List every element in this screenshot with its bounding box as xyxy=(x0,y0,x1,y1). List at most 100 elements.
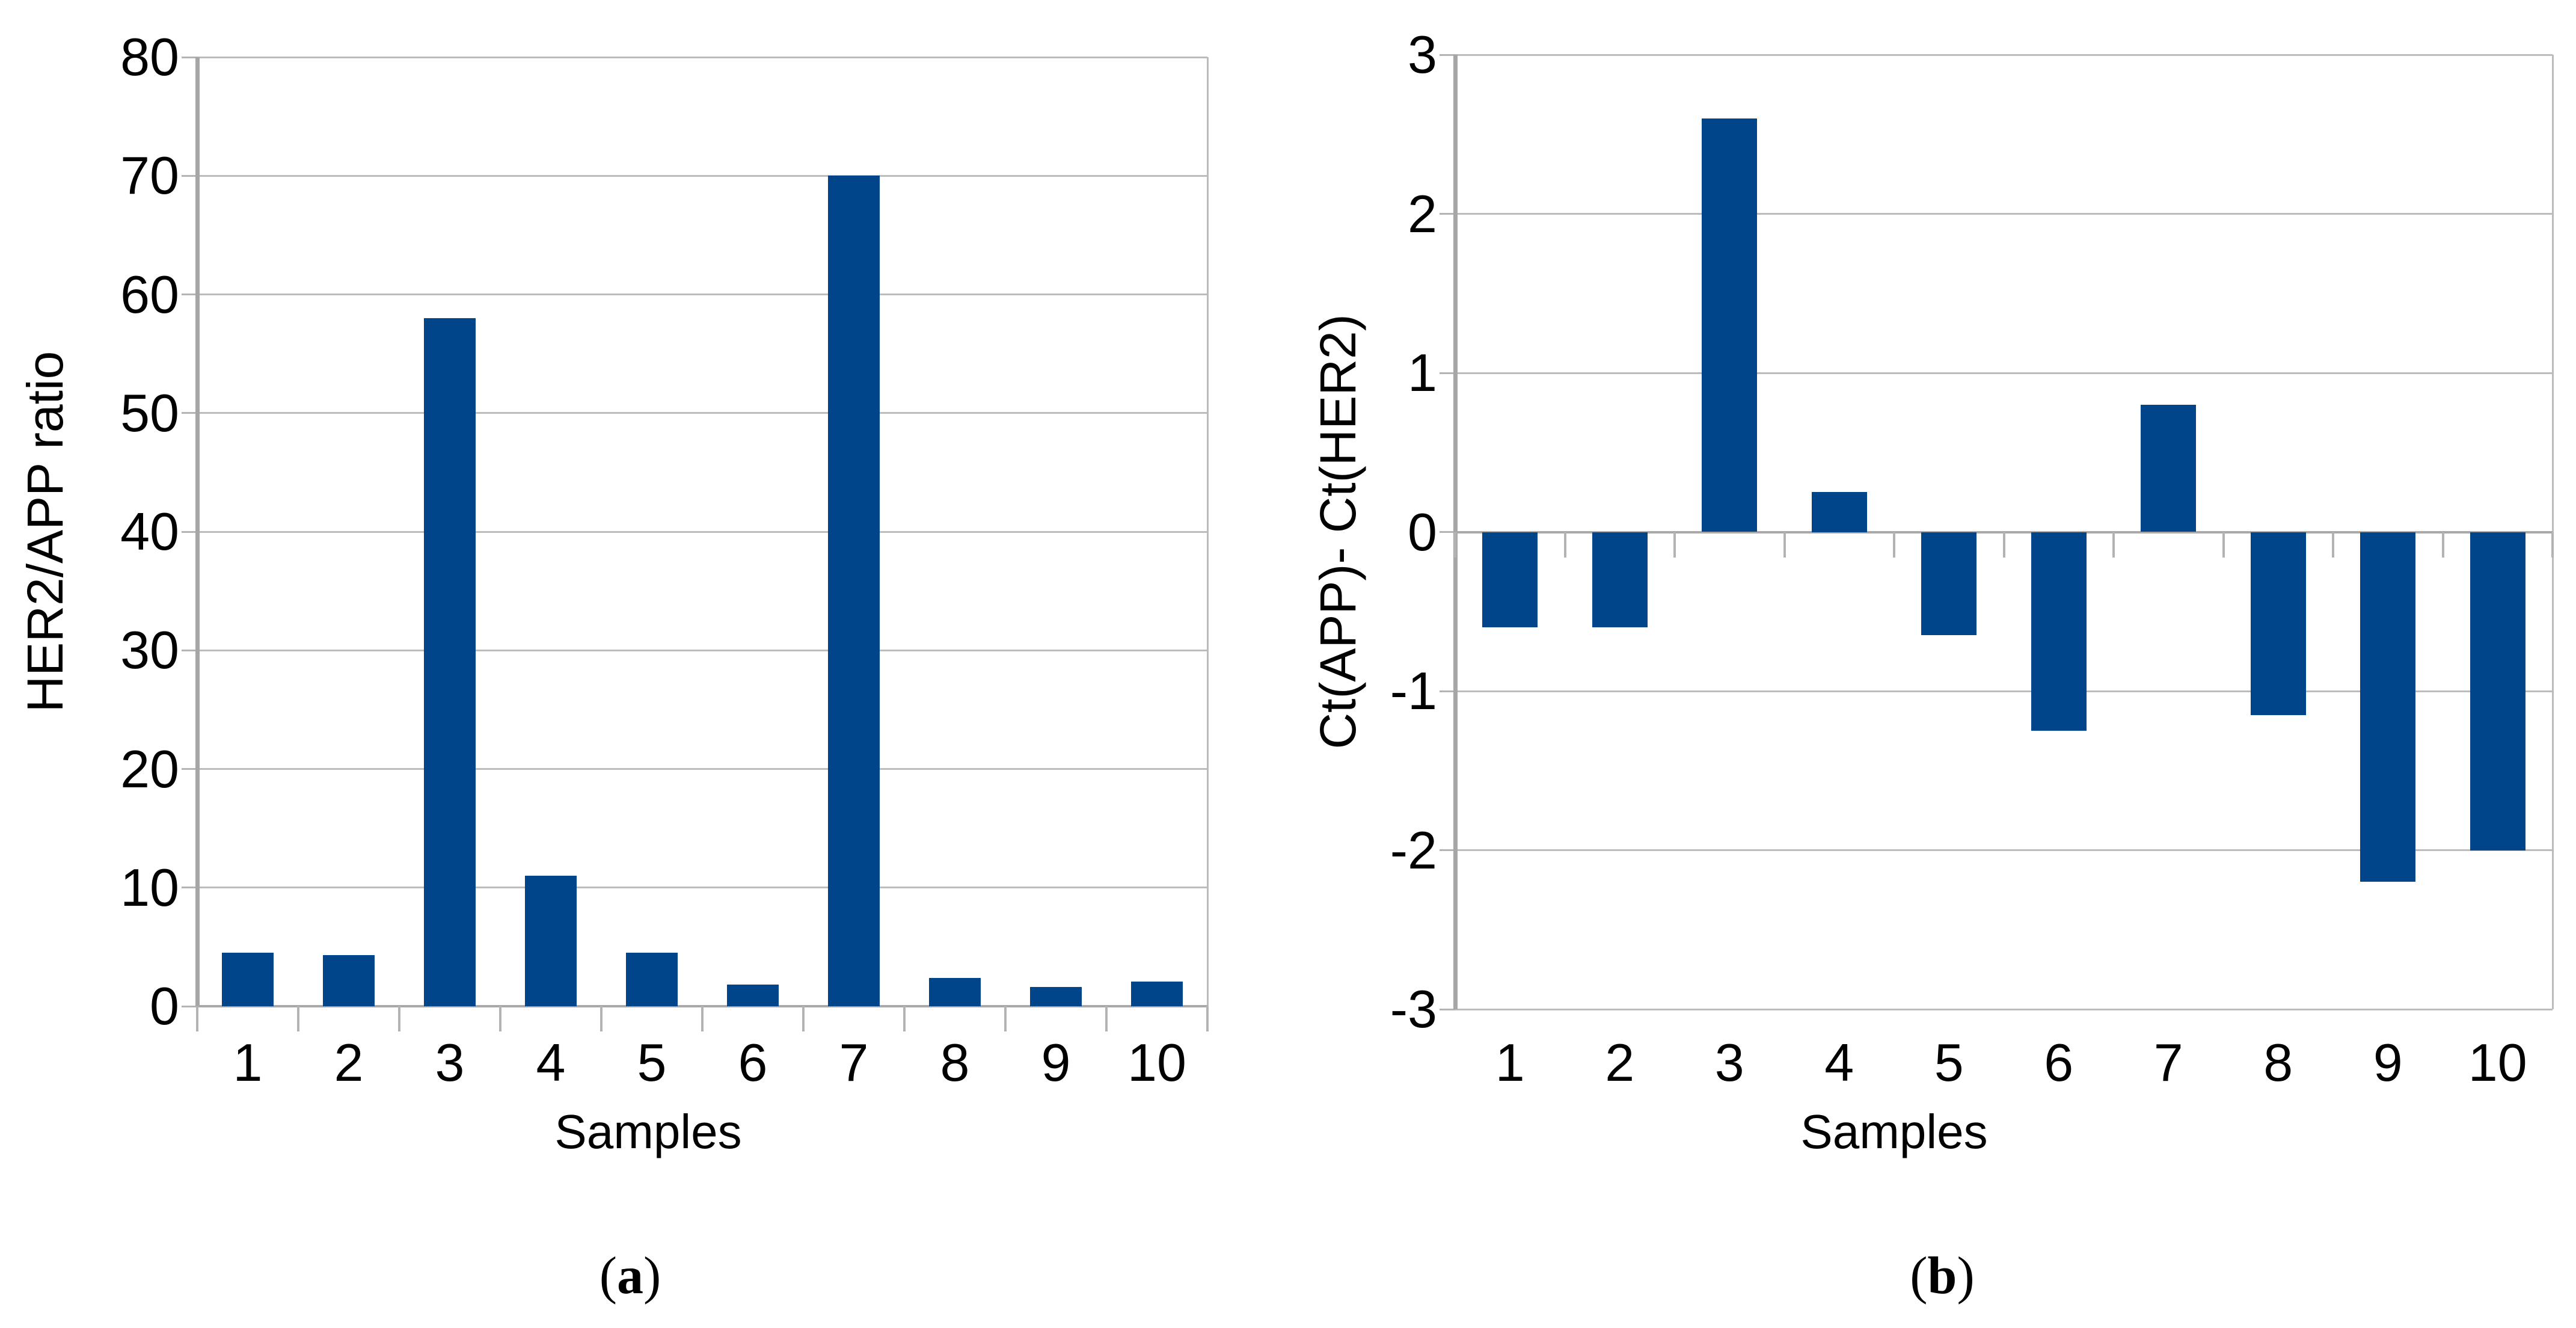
gridline xyxy=(197,174,1207,177)
gridline xyxy=(197,887,1207,889)
x-tick-label: 3 xyxy=(435,1033,465,1092)
caption-b: (b) xyxy=(1910,1249,1975,1304)
gridline xyxy=(1455,372,2553,374)
x-tick-label: 5 xyxy=(1934,1033,1964,1092)
x-tick-label: 5 xyxy=(637,1033,667,1092)
bar xyxy=(828,176,880,1006)
x-tick-label: 9 xyxy=(1041,1033,1071,1092)
gridline xyxy=(1455,849,2553,851)
y-tick-label: 10 xyxy=(120,857,179,917)
bar xyxy=(222,953,274,1006)
x-axis-tick xyxy=(1783,532,1786,558)
gridline xyxy=(1455,1008,2553,1010)
x-axis-tick xyxy=(398,1006,400,1031)
y-axis-tick xyxy=(1440,531,1455,533)
x-tick-label: 10 xyxy=(1127,1033,1186,1092)
y-axis-tick xyxy=(182,530,197,533)
bar xyxy=(525,876,577,1006)
y-tick-label: 0 xyxy=(150,976,179,1036)
y-axis-tick xyxy=(1440,849,1455,851)
y-axis-tick xyxy=(182,1005,197,1007)
bar xyxy=(626,953,678,1006)
bar xyxy=(1482,532,1538,628)
x-tick-label: 9 xyxy=(2373,1033,2403,1092)
x-axis-title-b: Samples xyxy=(1800,1105,1988,1158)
y-tick-label: 2 xyxy=(1408,183,1437,244)
y-tick-label: 3 xyxy=(1408,25,1437,84)
x-axis-tick xyxy=(1206,1006,1209,1031)
y-tick-label: 60 xyxy=(120,264,179,324)
x-tick-label: 2 xyxy=(1605,1033,1635,1092)
x-axis-tick xyxy=(1893,532,1895,558)
bar xyxy=(2360,532,2416,882)
y-axis-tick xyxy=(1440,1008,1455,1010)
bar xyxy=(929,977,981,1006)
y-tick-label: 30 xyxy=(120,620,179,680)
y-axis-tick xyxy=(182,56,197,58)
caption-a-letter: a xyxy=(617,1247,643,1305)
x-axis-tick xyxy=(297,1006,299,1031)
bar xyxy=(323,955,375,1006)
y-axis-tick xyxy=(1440,54,1455,56)
bar xyxy=(1811,492,1867,532)
x-axis-tick xyxy=(2332,532,2334,558)
x-tick-label: 6 xyxy=(2044,1033,2074,1092)
gridline xyxy=(1455,690,2553,692)
y-axis-tick xyxy=(182,649,197,651)
x-tick-label: 3 xyxy=(1714,1033,1744,1092)
panel-chart-b: Ct(APP)- Ct(HER2) Samples (b) -3 -2 -1 0 1 2 3… xyxy=(1288,0,2576,1328)
y-tick-label: -1 xyxy=(1390,661,1437,721)
x-axis-title-a: Samples xyxy=(554,1105,742,1158)
x-axis-tick xyxy=(2551,532,2554,558)
x-tick-label: 8 xyxy=(940,1033,970,1092)
x-axis-tick xyxy=(1004,1006,1007,1031)
y-tick-label: 80 xyxy=(120,27,179,87)
y-tick-label: -3 xyxy=(1390,979,1437,1039)
y-axis-tick xyxy=(182,887,197,889)
y-axis-tick xyxy=(182,294,197,295)
y-axis-tick xyxy=(1440,213,1455,215)
bar xyxy=(1131,981,1183,1006)
bar xyxy=(424,318,476,1006)
bar xyxy=(1030,987,1082,1006)
gridline xyxy=(197,294,1207,295)
gridline xyxy=(197,649,1207,651)
x-tick-label: 4 xyxy=(536,1033,566,1092)
x-axis-tick xyxy=(2441,532,2444,558)
x-tick-label: 10 xyxy=(2468,1033,2527,1092)
x-axis-tick xyxy=(903,1006,906,1031)
gridline xyxy=(197,56,1207,58)
plot-right-border xyxy=(1206,57,1209,1006)
x-tick-label: 7 xyxy=(2153,1033,2183,1092)
gridline xyxy=(197,768,1207,770)
y-tick-label: 70 xyxy=(120,146,179,206)
gridline xyxy=(197,530,1207,533)
caption-a-open-paren: ( xyxy=(599,1247,617,1305)
y-tick-label: 0 xyxy=(1408,502,1437,562)
x-axis-tick xyxy=(1563,532,1566,558)
bar xyxy=(1702,118,1758,532)
x-axis-tick xyxy=(1673,532,1676,558)
x-axis-tick xyxy=(1105,1006,1108,1031)
bar xyxy=(727,985,779,1006)
y-axis-tick xyxy=(182,412,197,414)
x-axis-tick xyxy=(2222,532,2225,558)
y-axis-line xyxy=(195,57,200,1006)
caption-a: (a) xyxy=(600,1249,661,1304)
bar xyxy=(2470,532,2525,850)
x-tick-label: 6 xyxy=(738,1033,768,1092)
caption-b-close-paren: ) xyxy=(1957,1247,1975,1305)
y-tick-label: 1 xyxy=(1408,343,1437,402)
x-axis-tick xyxy=(196,1006,198,1031)
x-tick-label: 8 xyxy=(2263,1033,2293,1092)
gridline xyxy=(1455,213,2553,215)
y-axis-tick xyxy=(182,174,197,177)
caption-b-letter: b xyxy=(1927,1247,1957,1305)
x-tick-label: 1 xyxy=(1495,1033,1525,1092)
y-tick-label: 50 xyxy=(120,383,179,443)
bar xyxy=(1592,532,1648,628)
x-axis-tick xyxy=(499,1006,501,1031)
x-tick-label: 4 xyxy=(1824,1033,1854,1092)
y-axis-tick xyxy=(1440,690,1455,692)
y-tick-label: -2 xyxy=(1390,820,1437,880)
